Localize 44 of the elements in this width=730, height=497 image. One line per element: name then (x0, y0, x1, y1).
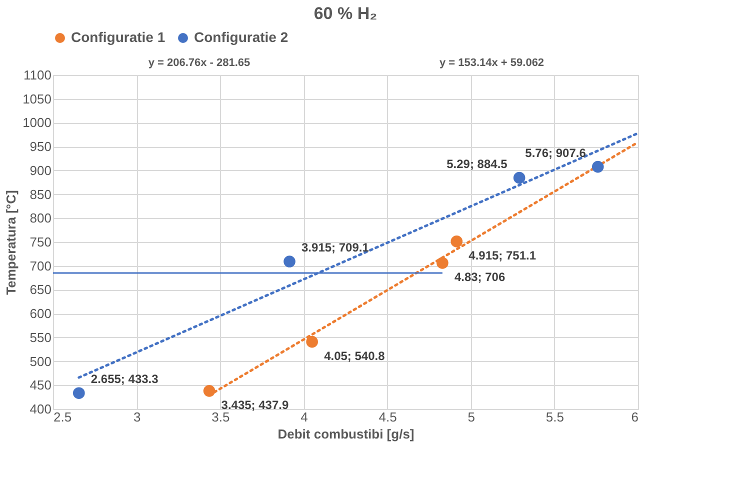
point (592, 160, 604, 173)
point (306, 336, 318, 348)
data-label: 4.915; 751.1 (468, 248, 536, 262)
x-axis-title: Debit combustibi [g/s] (278, 426, 414, 442)
data-label: 4.83; 706 (454, 270, 506, 284)
data-label: 3.915; 709.1 (302, 240, 370, 255)
y-tick-label: 650 (30, 282, 52, 298)
y-tick-label: 450 (30, 378, 52, 393)
x-tick-label: 6 (631, 410, 638, 424)
data-label: 5.76; 907.6 (525, 146, 586, 160)
x-tick-label: 5.5 (546, 410, 564, 424)
y-tick-label: 600 (30, 306, 52, 322)
data-label: 2.655; 433.3 (90, 372, 159, 386)
y-tick-label: 900 (30, 162, 52, 178)
y-tick-label: 1000 (22, 115, 52, 130)
y-tick-label: 750 (30, 234, 52, 250)
y-tick-label: 1050 (22, 91, 52, 106)
data-label: 3.435; 437.9 (221, 398, 289, 412)
point (513, 172, 526, 184)
text: y = 206.76x - 281.65 (148, 57, 250, 69)
point (450, 236, 463, 248)
x-tick-label: 3.5 (212, 410, 230, 424)
data-label: 4.05; 540.8 (324, 348, 386, 363)
y-tick-label: 1100 (24, 68, 52, 82)
y-tick-label: 550 (30, 330, 52, 345)
legend-label: Configuratie 1 (71, 29, 166, 45)
y-tick-label: 500 (30, 354, 52, 369)
y-tick-label: 400 (30, 402, 52, 416)
x-tick-label: 5 (468, 410, 475, 424)
point (284, 256, 296, 268)
x-tick-label: 3 (133, 410, 141, 424)
chart-title: 60 % H₂ (314, 4, 378, 23)
y-tick-label: 850 (30, 186, 52, 202)
x-tick-label: 2.5 (54, 410, 72, 424)
x-tick-label: 4 (300, 410, 308, 424)
text: y = 153.14x + 59.062 (439, 57, 544, 69)
y-axis-title: Temperatura [°C] (4, 190, 19, 295)
data-label: 5.29; 884.5 (446, 156, 508, 171)
y-tick-label: 800 (30, 210, 52, 226)
y-tick-label: 700 (30, 258, 52, 274)
y-tick-label: 950 (30, 139, 52, 154)
x-tick-label: 4.5 (378, 410, 397, 424)
legend-label: Configuratie 2 (194, 29, 288, 45)
point (72, 387, 85, 400)
